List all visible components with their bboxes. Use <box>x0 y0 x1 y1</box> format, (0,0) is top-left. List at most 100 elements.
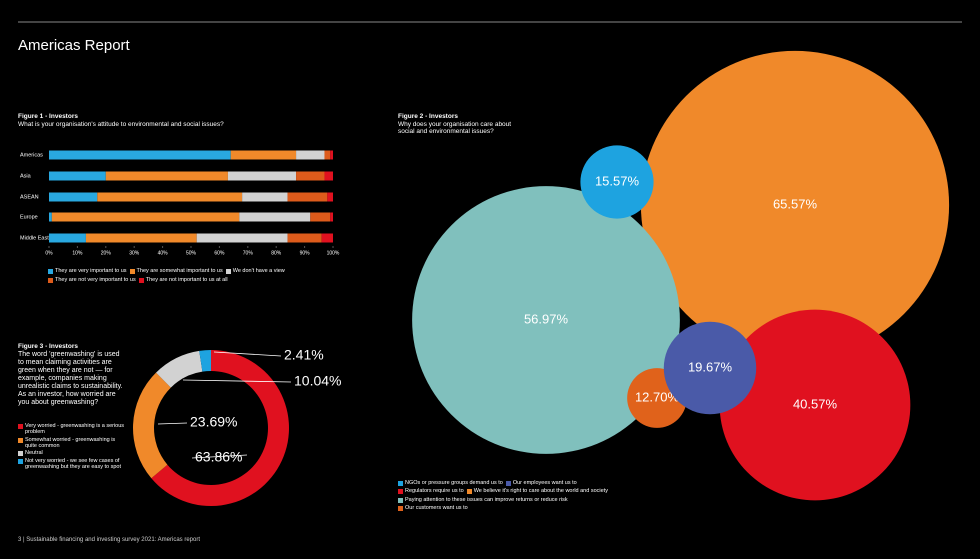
bar-segment <box>239 212 311 222</box>
bar-segment <box>49 150 231 160</box>
legend-item: Paying attention to these issues can imp… <box>398 497 568 503</box>
x-tick-label: 80% <box>271 250 282 256</box>
x-tick-label: 20% <box>101 250 112 256</box>
legend-label: Our customers want us to <box>405 504 468 511</box>
legend-swatch <box>129 269 135 274</box>
bar-segment <box>49 233 86 243</box>
legend-swatch <box>398 497 403 503</box>
bubble-label: 65.57% <box>773 196 818 211</box>
legend-label: NGOs or pressure groups demand us to <box>405 480 503 486</box>
category-label: ASEAN <box>20 194 39 200</box>
legend-swatch <box>225 269 231 274</box>
legend: They are very important to us They are so… <box>48 268 308 284</box>
bar-segment <box>242 192 288 202</box>
bubble-label: 56.97% <box>524 311 569 326</box>
legend-swatch <box>48 278 53 284</box>
bubble <box>412 186 680 454</box>
bar-segment <box>287 233 322 243</box>
legend-item: Our customers want us to <box>398 505 468 511</box>
bubble-label: 12.70% <box>635 389 680 404</box>
bubble-label: 40.57% <box>793 396 838 411</box>
bar-segment <box>51 212 240 222</box>
donut-label: 63.86% <box>195 449 242 465</box>
legend-label: Very worried - greenwashing is a serious… <box>25 423 125 436</box>
x-tick-label: 0% <box>45 250 53 256</box>
chart-subtitle: The word 'greenwashing' is used to mean … <box>18 351 123 407</box>
donut-segment <box>151 350 290 507</box>
legend-item: They are somewhat important to us <box>129 268 223 274</box>
bar-segment <box>324 171 333 181</box>
bubble <box>580 145 654 219</box>
bubble <box>640 50 950 360</box>
bar-segment <box>49 212 52 222</box>
footer: 3 | Sustainable financing and investing … <box>18 537 200 543</box>
x-tick-label: 50% <box>186 250 197 256</box>
legend-item: They are not important to us at all <box>138 277 228 284</box>
bar-segment <box>321 233 333 243</box>
leader-line <box>213 351 282 357</box>
x-tick-label: 60% <box>214 250 225 256</box>
bar-segment <box>310 212 331 222</box>
category-label: Americas <box>20 152 43 158</box>
chart-title: Figure 1 - Investors <box>18 113 78 120</box>
legend-item: Regulators require us to <box>398 488 464 495</box>
donut-segment <box>199 350 211 372</box>
page-title: Americas Report <box>18 37 130 54</box>
legend-label: They are not very important to us <box>55 277 136 284</box>
x-tick-label: 90% <box>300 250 311 256</box>
legend-swatch <box>18 424 23 429</box>
legend-item: They are very important to us <box>48 268 127 274</box>
legend-item: They are not very important to us <box>48 277 136 284</box>
bubble-label: 15.57% <box>595 173 640 188</box>
chart-title: Figure 2 - Investors <box>398 113 458 120</box>
leader-line <box>191 454 248 459</box>
bar-segment <box>227 171 297 181</box>
x-tick-label: 30% <box>129 250 140 256</box>
legend-swatch <box>398 481 403 486</box>
bar-segment <box>196 233 288 243</box>
bar-segment <box>287 192 328 202</box>
bar-segment <box>49 171 106 181</box>
chart-subtitle: What is your organisation's attitude to … <box>18 121 224 128</box>
bubble <box>663 321 757 415</box>
x-tick-label: 10% <box>72 250 83 256</box>
legend-label: They are not important to us at all <box>145 277 228 284</box>
x-tick-label: 70% <box>243 250 254 256</box>
legend-label: They are very important to us <box>55 268 127 274</box>
legend-swatch <box>505 481 511 486</box>
leader-line <box>157 422 188 425</box>
legend-label: We don't have a view <box>232 268 285 274</box>
bar-segment <box>327 192 333 202</box>
legend-label: They are somewhat important to us <box>136 268 223 274</box>
legend-item: We believe it's right to care about the … <box>466 488 608 495</box>
legend-label: Somewhat worried - greenwashing is quite… <box>25 436 116 449</box>
bar-segment <box>324 150 331 160</box>
legend-swatch <box>138 278 144 284</box>
donut-segment <box>133 372 171 479</box>
category-label: Europe <box>20 214 38 220</box>
donut-segment <box>156 350 203 388</box>
legend-label: Not very worried - we see few cases of g… <box>25 457 122 470</box>
legend-label: Regulators require us to <box>405 488 464 495</box>
category-label: Middle East <box>20 235 49 241</box>
bubble-label: 19.67% <box>688 359 733 374</box>
x-tick-label: 40% <box>158 250 169 256</box>
legend-label: Our employees want us to <box>512 480 577 486</box>
donut-label: 23.69% <box>190 414 237 430</box>
legend-swatch <box>18 437 23 443</box>
legend-swatch <box>398 489 403 495</box>
legend-item: Our employees want us to <box>505 480 577 486</box>
chart-title: Figure 3 - Investors <box>18 343 78 350</box>
donut-label: 10.04% <box>294 373 341 389</box>
chart-subtitle: Why does your organisation care about so… <box>398 121 512 136</box>
bubble <box>719 309 911 501</box>
legend-item: NGOs or pressure groups demand us to <box>398 480 503 486</box>
legend-item: Not very worried - we see few cases of g… <box>18 458 128 471</box>
legend-label: Paying attention to these issues can imp… <box>405 496 568 503</box>
category-label: Asia <box>20 173 32 179</box>
legend-swatch <box>466 489 472 495</box>
legend-swatch <box>18 451 23 457</box>
bar-segment <box>230 150 297 160</box>
bar-segment <box>105 171 228 181</box>
